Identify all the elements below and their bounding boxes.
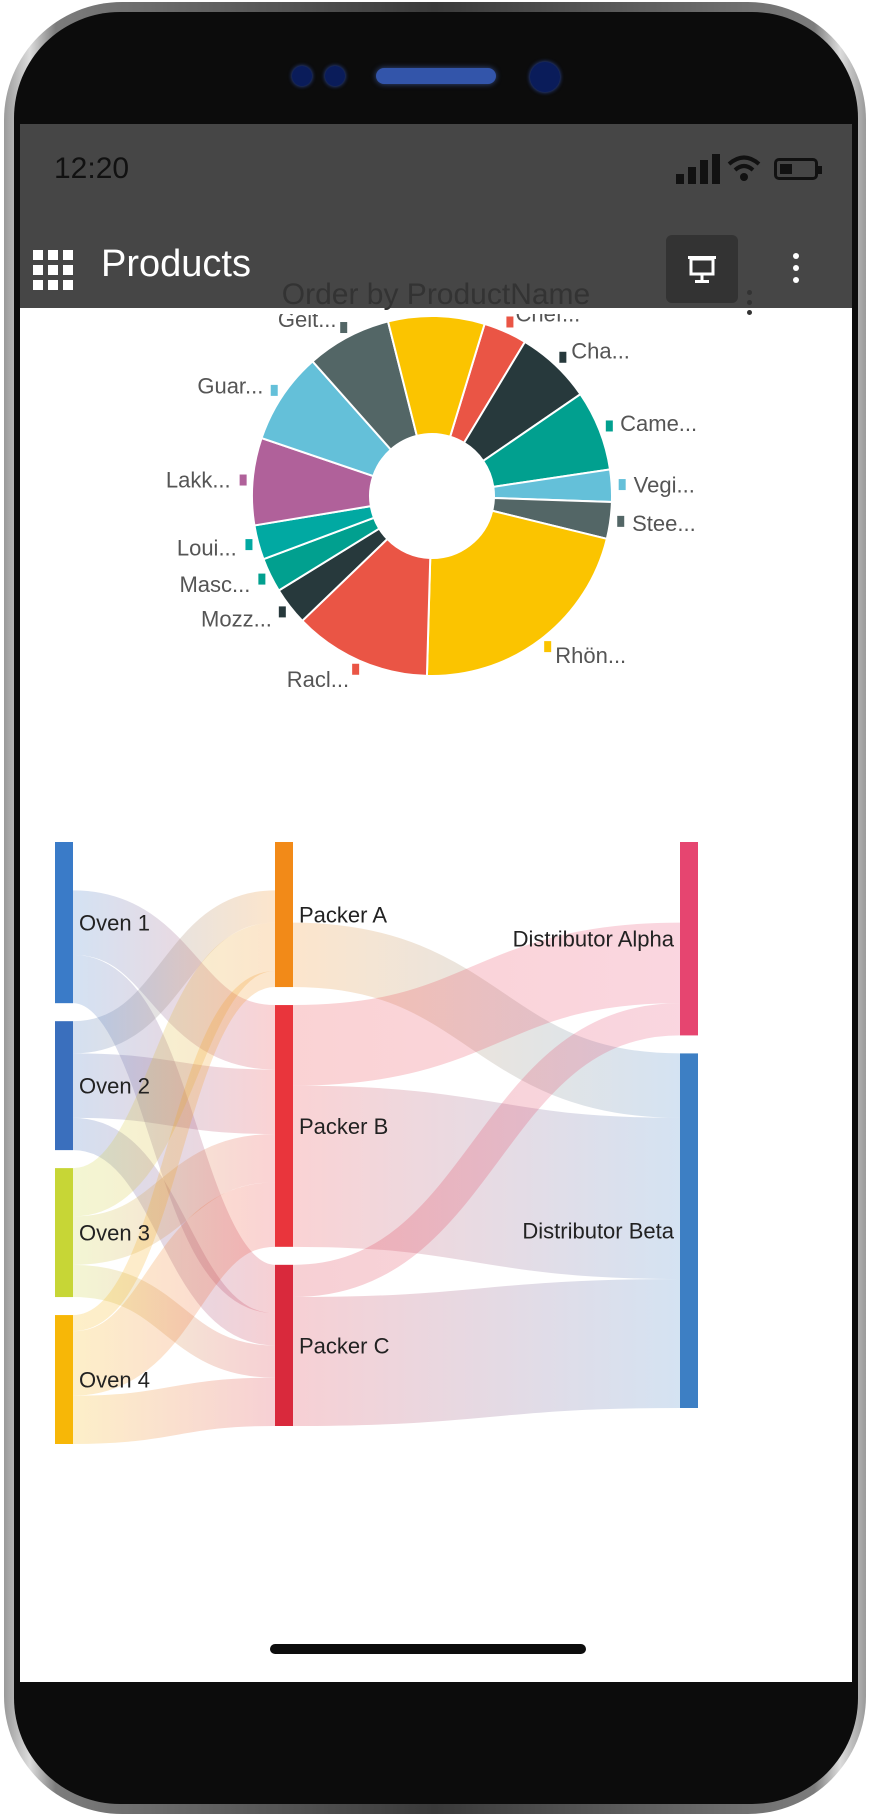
pie-slice[interactable] <box>300 537 432 677</box>
pie-slice[interactable] <box>386 315 486 438</box>
sankey-node[interactable] <box>55 842 73 1004</box>
sankey-link[interactable] <box>292 1003 681 1298</box>
pie-label-marker <box>270 384 278 396</box>
sensor-icon <box>292 66 312 86</box>
pie-label-marker <box>559 351 567 363</box>
donut-chart: Chef... Cha... Came... Vegi... Stee... Rhön..… <box>166 314 697 692</box>
app-bar: Products <box>20 229 852 308</box>
pie-label-marker <box>340 322 348 334</box>
status-time: 12:20 <box>54 152 130 185</box>
sensor-icon <box>325 66 345 86</box>
sankey-node[interactable] <box>55 1168 73 1298</box>
pie-slice-label: Masc... <box>179 572 250 597</box>
sankey-chart: Oven 1 Oven 2 Oven 3 Oven 4 Packer A Packer B… <box>55 842 698 1445</box>
pie-label-marker <box>605 420 613 432</box>
sankey-node-label: Oven 2 <box>79 1074 150 1099</box>
sankey-link[interactable] <box>292 1279 681 1426</box>
pie-slice-label: Racl... <box>287 667 349 692</box>
earpiece-speaker <box>376 68 496 84</box>
pie-slice-label: Came... <box>620 411 697 436</box>
pie-slice-label: Lakk... <box>166 468 231 493</box>
pie-label-marker <box>239 474 247 486</box>
present-button[interactable] <box>666 235 738 303</box>
sankey-link[interactable] <box>292 1085 681 1280</box>
present-icon <box>688 256 716 283</box>
sankey-node[interactable] <box>55 1315 73 1444</box>
pie-slice-label: Loui... <box>177 536 237 561</box>
page-title: Products <box>101 243 251 285</box>
screen: 12:20 Products <box>20 124 852 1682</box>
grid-icon[interactable] <box>33 250 73 290</box>
pie-label-marker <box>258 573 266 585</box>
chart-more-icon[interactable] <box>744 290 754 320</box>
sankey-node[interactable] <box>680 1053 698 1408</box>
sankey-link[interactable] <box>72 890 276 1054</box>
battery-icon <box>774 158 822 180</box>
sankey-node[interactable] <box>680 842 698 1036</box>
home-indicator[interactable] <box>270 1644 586 1654</box>
pie-slice-label: Geit... <box>278 314 337 332</box>
pie-slice-label: Stee... <box>632 511 696 536</box>
sankey-node[interactable] <box>275 842 293 988</box>
signal-icon <box>676 154 720 184</box>
sankey-link[interactable] <box>70 1182 278 1396</box>
sankey-link[interactable] <box>70 922 278 1217</box>
pie-slice-label: Rhön... <box>555 643 626 668</box>
pie-label-marker <box>245 539 253 551</box>
pie-label-marker <box>352 663 360 675</box>
pie-label-marker <box>506 316 514 328</box>
sankey-link[interactable] <box>72 970 276 1332</box>
pie-label-marker <box>618 479 626 491</box>
sankey-node-label: Distributor Beta <box>522 1219 674 1244</box>
sankey-link[interactable] <box>72 1377 276 1445</box>
pie-slice-label: Vegi... <box>634 472 695 497</box>
sankey-node-label: Oven 4 <box>79 1368 150 1393</box>
status-bar: 12:20 <box>20 124 852 229</box>
sankey-node[interactable] <box>275 1005 293 1247</box>
chart-title: Order by ProductName <box>281 278 591 311</box>
pie-slice-label: Chef... <box>515 314 580 326</box>
pie-label-marker <box>544 641 552 653</box>
sankey-node-label: Oven 1 <box>79 911 150 936</box>
pie-label-marker <box>617 515 625 527</box>
front-camera-icon <box>530 62 560 92</box>
sankey-node-label: Distributor Alpha <box>513 927 675 952</box>
wifi-icon <box>727 155 761 181</box>
more-vertical-icon[interactable] <box>790 253 802 287</box>
sankey-node-label: Packer A <box>299 903 387 928</box>
sankey-link[interactable] <box>292 922 681 1086</box>
sankey-node[interactable] <box>275 1264 293 1426</box>
sankey-link[interactable] <box>71 1117 277 1346</box>
pie-slice[interactable] <box>425 509 609 677</box>
pie-slice-label: Cha... <box>571 339 630 364</box>
sankey-node[interactable] <box>55 1021 73 1151</box>
sankey-node-label: Packer C <box>299 1333 390 1358</box>
sankey-node-label: Packer B <box>299 1114 388 1139</box>
sankey-node-label: Oven 3 <box>79 1221 150 1246</box>
pie-slice-label: Mozz... <box>201 607 272 632</box>
sankey-link[interactable] <box>72 1133 276 1265</box>
pie-label-marker <box>278 606 286 618</box>
pie-slice-label: Guar... <box>197 373 263 398</box>
